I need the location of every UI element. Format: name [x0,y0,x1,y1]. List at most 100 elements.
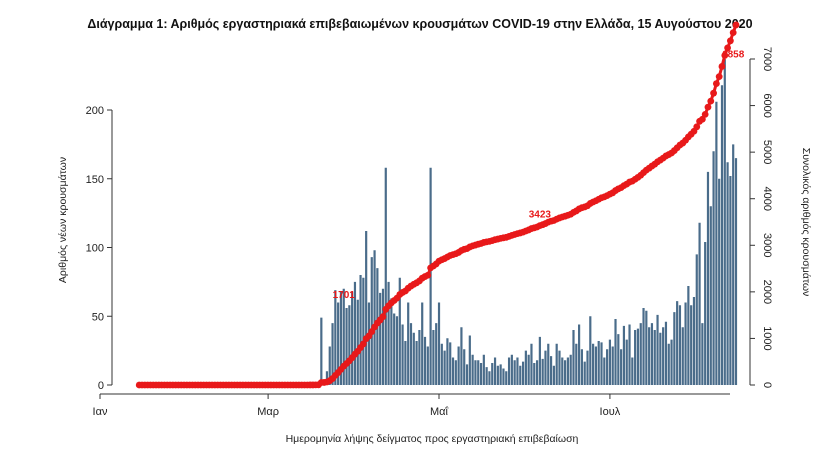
bar [421,302,424,385]
y-left-tick-label: 100 [86,243,104,255]
bar [625,339,628,386]
bar [505,371,508,385]
bar [334,290,337,386]
bar [734,158,738,386]
bar [698,222,701,385]
bar [435,323,438,386]
bar [634,330,637,385]
bar [608,339,612,386]
bar [563,360,567,385]
bar [704,242,707,385]
bar [535,360,539,385]
y-left-tick-label: 0 [98,380,104,392]
bar [359,275,362,385]
bar [510,354,513,385]
bar [648,327,651,385]
bar [367,302,371,385]
bar [583,361,586,386]
bar [415,341,418,385]
annotation-label: 3423 [529,210,552,221]
bar [530,343,533,385]
bar [580,349,583,385]
bar [715,101,718,385]
annotation-label: 6858 [722,50,745,61]
bar [706,171,710,386]
bar [409,323,413,386]
bar [491,363,494,385]
bar [558,350,561,386]
bar [384,167,387,385]
bar [645,310,648,385]
bar [662,327,665,385]
bar [423,336,427,386]
bar [496,365,499,385]
bar [477,360,480,385]
cumulative-line-layer [135,21,740,389]
cumulative-point [710,89,717,97]
bar [418,330,421,385]
bar [339,291,343,385]
bar [463,349,466,385]
bar [507,357,511,385]
bar [670,339,673,386]
bar [656,314,659,386]
bar [345,308,348,385]
bar [631,357,634,385]
bar [465,364,469,386]
bar [600,342,603,386]
cumulative-point [359,340,367,348]
bar [516,357,519,385]
bar [398,277,401,385]
y-axis-right-label: Συνολικός αριθμός κρουσμάτων [800,148,812,297]
bar [606,349,609,385]
bar [575,343,578,385]
bar [541,358,544,386]
y-left-tick-label: 150 [86,174,104,186]
bar [642,308,645,385]
cumulative-point [724,44,731,52]
bar [628,324,631,385]
cumulative-point [707,97,715,105]
bar [527,354,530,385]
bar [603,357,606,385]
bar [664,321,668,385]
bar [544,350,547,386]
bar [401,324,404,385]
bar [331,323,334,386]
bar [381,288,385,385]
bar [639,323,642,386]
bar [561,357,564,385]
bar [578,324,581,385]
bar [342,288,345,385]
cumulative-point [715,73,723,80]
bar [474,360,477,385]
bar [676,301,679,386]
bar [720,85,724,385]
bar [538,336,541,386]
y-right-tick-label: 4000 [761,186,773,210]
bar [695,254,698,386]
bar [468,335,471,385]
bar [325,371,329,385]
bar [681,327,684,385]
bar [687,286,690,385]
bar [407,302,410,385]
bar [547,343,550,385]
bar [446,338,449,385]
y-right-tick-label: 3000 [761,233,773,257]
bar [320,317,323,386]
cumulative-point [726,37,734,45]
bar [353,281,357,386]
bar [659,332,662,385]
bar [482,354,485,385]
bar [479,363,483,385]
labels-layer: Αριθμός νέων κρουσμάτων Συνολικός αριθμό… [57,47,812,445]
bar [692,297,696,385]
cumulative-point [693,123,701,131]
bar [379,292,382,386]
y-right-tick-label: 6000 [761,93,773,117]
x-tick-label: Μαρ [257,406,279,418]
y-right-tick-label: 1000 [761,326,773,350]
bar [437,302,441,385]
